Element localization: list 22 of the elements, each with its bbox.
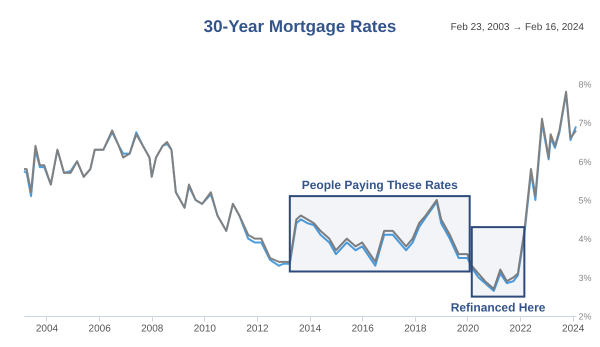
x-tick-label: 2024 bbox=[562, 324, 585, 334]
annotation: People Paying These Rates bbox=[302, 178, 458, 192]
x-tick-label: 2020 bbox=[456, 324, 480, 334]
y-tick-label: 3% bbox=[578, 272, 592, 283]
x-tick-label: 2004 bbox=[36, 324, 59, 334]
y-tick-label: 5% bbox=[578, 196, 592, 206]
x-tick-label: 2006 bbox=[88, 324, 112, 334]
x-tick-label: 2014 bbox=[298, 324, 322, 334]
annotation: Refinanced Here bbox=[450, 300, 546, 315]
x-tick-label: 2016 bbox=[352, 324, 374, 334]
y-tick-label: 2% bbox=[578, 312, 592, 322]
y-tick-label: 7% bbox=[578, 118, 592, 128]
chart-subtitle: Feb 23, 2003 → Feb 16, 2024 bbox=[450, 22, 584, 33]
x-tick-label: 2008 bbox=[141, 324, 164, 334]
x-tick-label: 2018 bbox=[404, 324, 427, 334]
x-tick-label: 2010 bbox=[194, 324, 216, 334]
chart-title: 30-Year Mortgage Rates bbox=[204, 17, 396, 36]
y-tick-label: 6% bbox=[578, 156, 592, 167]
x-tick-label: 2022 bbox=[509, 324, 532, 334]
y-tick-label: 4% bbox=[578, 234, 592, 244]
y-tick-label: 8% bbox=[578, 80, 592, 90]
x-tick-label: 2012 bbox=[246, 324, 270, 334]
